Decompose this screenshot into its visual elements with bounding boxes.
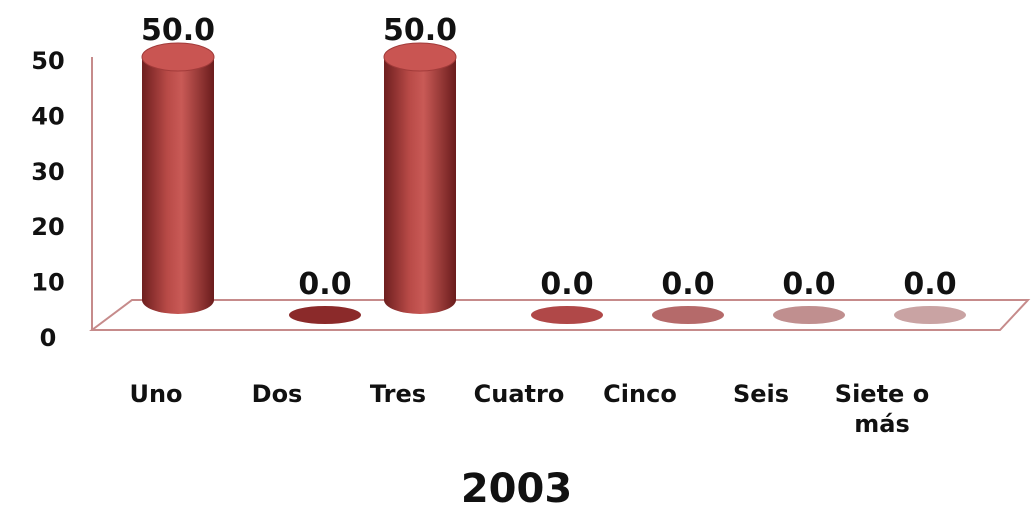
data-label: 0.0 xyxy=(661,267,714,302)
data-label: 50.0 xyxy=(141,13,215,48)
category-label: Cuatro xyxy=(459,379,579,409)
category-label: Dos xyxy=(217,379,337,409)
y-tick-label: 20 xyxy=(31,213,64,241)
bar xyxy=(141,42,215,314)
bar-zero-disc xyxy=(531,306,603,324)
category-label-line: Uno xyxy=(129,380,183,408)
y-tick-label: 10 xyxy=(31,269,64,297)
data-label: 0.0 xyxy=(540,267,593,302)
bar xyxy=(383,42,457,314)
bar-zero-disc xyxy=(652,306,724,324)
category-label-line: Seis xyxy=(732,380,790,408)
y-tick-label: 40 xyxy=(31,102,64,130)
chart-axes: 0 10 20 30 40 50 xyxy=(31,47,1031,352)
y-tick-label: 0 xyxy=(40,324,57,352)
category-label-line: más xyxy=(854,410,910,438)
category-label: Uno xyxy=(96,379,216,409)
chart-title: 2003 xyxy=(460,466,573,512)
bar-zero-disc xyxy=(289,306,361,324)
category-label: Seis xyxy=(701,379,821,409)
bar-zero-disc xyxy=(773,306,845,324)
category-label: Siete o más xyxy=(822,379,942,439)
data-label: 0.0 xyxy=(903,267,956,302)
category-label-line: Dos xyxy=(251,380,303,408)
data-label: 0.0 xyxy=(782,267,835,302)
data-label: 50.0 xyxy=(383,13,457,48)
chart-floor xyxy=(89,299,1031,331)
bar-zero-disc xyxy=(894,306,966,324)
category-label: Cinco xyxy=(580,379,700,409)
category-label-line: Cinco xyxy=(603,380,677,408)
data-label: 0.0 xyxy=(298,267,351,302)
bar-group xyxy=(141,42,966,324)
category-label: Tres xyxy=(338,379,458,409)
category-label-line: Tres xyxy=(369,380,427,408)
y-tick-label: 50 xyxy=(31,47,64,75)
category-label-line: Siete o xyxy=(834,380,930,408)
category-label-line: Cuatro xyxy=(473,380,565,408)
value-label-group: 50.0 0.0 50.0 0.0 0.0 0.0 0.0 xyxy=(141,13,957,302)
y-tick-label: 30 xyxy=(31,158,64,186)
